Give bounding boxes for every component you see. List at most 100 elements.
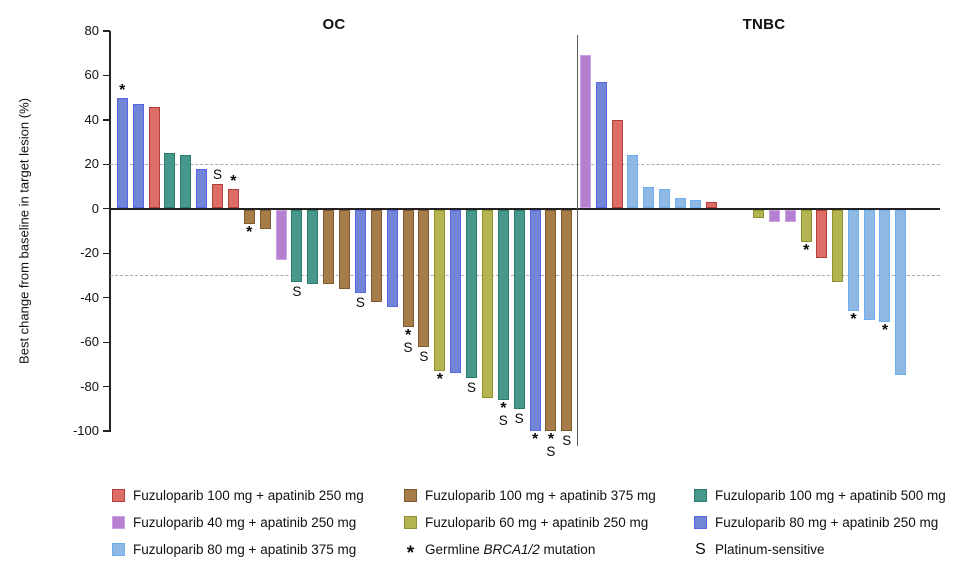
bar xyxy=(339,209,351,289)
bar xyxy=(164,153,176,209)
y-tick-label: 40 xyxy=(84,111,99,127)
bar xyxy=(243,209,255,225)
bar xyxy=(180,155,192,209)
legend-label: Fuzuloparib 60 mg + apatinib 250 mg xyxy=(425,515,649,530)
panel-title-tnbc: TNBC xyxy=(742,16,786,33)
platinum-s-annotation: S xyxy=(498,412,508,428)
bar xyxy=(706,202,718,209)
legend-swatch xyxy=(694,516,707,529)
legend-item: * Germline BRCA1/2 mutation xyxy=(404,540,694,564)
y-tick-label: -40 xyxy=(80,289,99,305)
y-tick-mark xyxy=(103,252,110,254)
bar xyxy=(816,209,828,258)
legend: Fuzuloparib 100 mg + apatinib 250 mg Fuzu… xyxy=(112,486,970,564)
bar xyxy=(643,186,655,209)
bar xyxy=(227,188,239,209)
legend-item: Fuzuloparib 100 mg + apatinib 500 mg xyxy=(694,486,970,505)
y-tick-label: 0 xyxy=(91,200,99,216)
y-axis-line xyxy=(109,31,111,432)
bar xyxy=(674,197,686,209)
bar xyxy=(784,209,796,223)
bar-annotation: * S xyxy=(397,327,419,355)
bar-annotation: * xyxy=(238,224,260,242)
bar xyxy=(497,209,509,400)
bar xyxy=(658,188,670,209)
y-tick-mark xyxy=(103,208,110,210)
bar xyxy=(529,209,541,432)
bar xyxy=(545,209,557,432)
y-tick-label: -20 xyxy=(80,245,99,261)
y-tick-mark xyxy=(103,341,110,343)
legend-item: Fuzuloparib 40 mg + apatinib 250 mg xyxy=(112,513,404,532)
bar xyxy=(450,209,462,374)
bar xyxy=(481,209,493,398)
y-tick-label: 20 xyxy=(84,156,99,172)
brca-star-annotation: * xyxy=(500,399,507,417)
y-tick-label: -100 xyxy=(72,423,99,439)
platinum-s-annotation: S xyxy=(467,379,477,395)
bar xyxy=(132,104,144,209)
bar xyxy=(580,55,592,209)
y-axis-label: Best change from baseline in target lesi… xyxy=(16,98,32,364)
reference-line-minus-30 xyxy=(110,274,940,276)
bar-annotation: S xyxy=(286,284,308,300)
bar xyxy=(434,209,446,372)
bar-annotation: * xyxy=(795,242,817,260)
bar xyxy=(847,209,859,312)
platinum-s-annotation: S xyxy=(514,410,524,426)
legend-item: Fuzuloparib 60 mg + apatinib 250 mg xyxy=(404,513,694,532)
platinum-s-annotation: S xyxy=(292,284,302,300)
platinum-s-symbol: S xyxy=(695,540,706,558)
y-tick-label: -80 xyxy=(80,378,99,394)
bar xyxy=(595,82,607,209)
bar xyxy=(354,209,366,294)
legend-item: Fuzuloparib 80 mg + apatinib 250 mg xyxy=(694,513,970,532)
brca-star-annotation: * xyxy=(803,242,810,260)
bar xyxy=(323,209,335,285)
platinum-s-annotation: S xyxy=(213,167,223,183)
legend-label: Fuzuloparib 80 mg + apatinib 250 mg xyxy=(715,515,939,530)
bar xyxy=(386,209,398,307)
panel-title-oc: OC xyxy=(322,16,346,33)
y-tick-mark xyxy=(103,119,110,121)
bar xyxy=(259,209,271,229)
legend-label: Fuzuloparib 100 mg + apatinib 500 mg xyxy=(715,488,946,503)
brca-star-annotation: * xyxy=(230,172,237,190)
brca-star-symbol: * xyxy=(406,542,415,564)
zero-baseline xyxy=(110,208,940,210)
panel-separator-line xyxy=(577,35,579,446)
bar-annotation: * S xyxy=(492,399,514,428)
bar xyxy=(832,209,844,283)
legend-swatch xyxy=(112,543,125,556)
bar xyxy=(863,209,875,320)
y-tick-mark xyxy=(103,430,110,432)
bar-annotation: S xyxy=(461,379,483,395)
bar xyxy=(196,168,208,209)
bar xyxy=(513,209,525,409)
bar xyxy=(753,209,765,218)
brca-star-annotation: * xyxy=(850,311,857,329)
brca-star-annotation: * xyxy=(246,224,253,242)
bar-annotation: * xyxy=(429,372,451,388)
y-tick-label: -60 xyxy=(80,334,99,350)
brca-star-annotation: * xyxy=(531,431,539,449)
brca-star-annotation: * xyxy=(119,81,126,99)
platinum-s-annotation: S xyxy=(562,433,572,449)
legend-swatch xyxy=(112,516,125,529)
platinum-s-annotation: S xyxy=(403,339,413,355)
bar xyxy=(895,209,907,376)
bar xyxy=(800,209,812,243)
legend-swatch xyxy=(404,489,417,502)
y-tick-label: 80 xyxy=(84,23,99,38)
brca-star-annotation: * xyxy=(547,431,555,449)
bar xyxy=(148,106,160,209)
legend-item: Fuzuloparib 80 mg + apatinib 375 mg xyxy=(112,540,404,559)
bar-annotation: * xyxy=(842,311,864,329)
bar-annotation: * xyxy=(524,431,546,449)
bar-annotation: S xyxy=(508,410,530,426)
legend-swatch xyxy=(404,516,417,529)
legend-swatch xyxy=(694,489,707,502)
bar xyxy=(402,209,414,327)
legend-label: Fuzuloparib 100 mg + apatinib 375 mg xyxy=(425,488,656,503)
